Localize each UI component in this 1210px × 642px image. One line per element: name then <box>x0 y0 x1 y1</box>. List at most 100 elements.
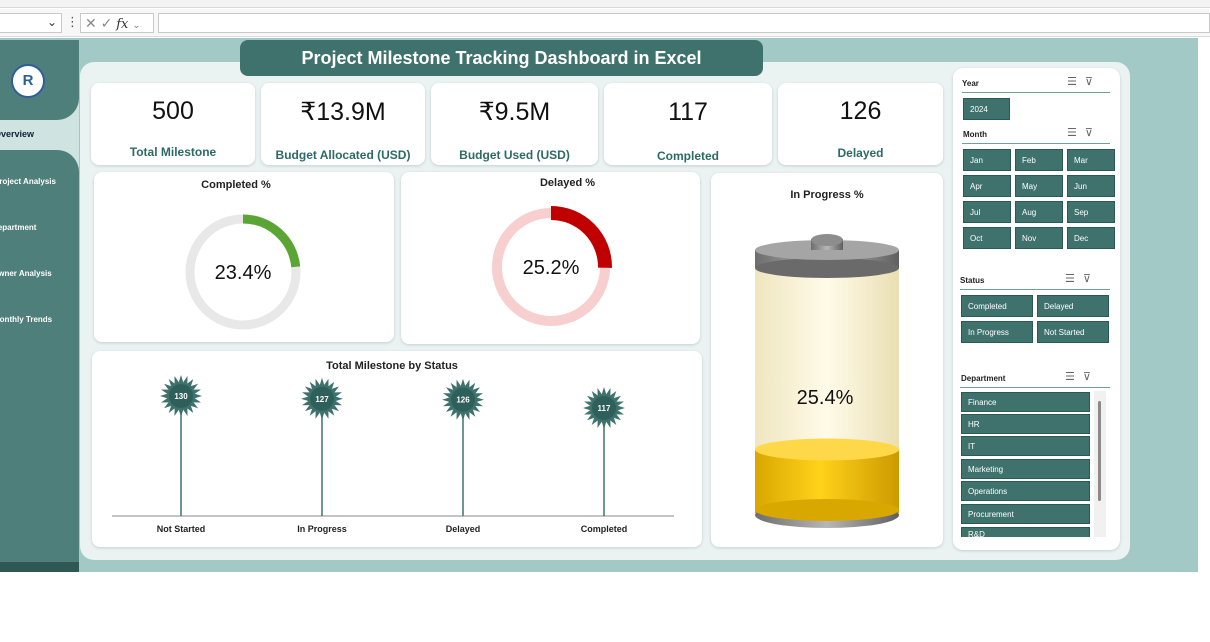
formula-actions: ✕ ✓ fx ⌄ <box>80 13 154 33</box>
clear-filter-icon[interactable]: ⊽ <box>1082 273 1099 285</box>
donut-value-label: 23.4% <box>215 262 272 284</box>
slicer-status-in-progress[interactable]: In Progress <box>961 321 1033 343</box>
slicer-scrollbar[interactable] <box>1094 391 1106 537</box>
slicer-title-department: Department <box>961 374 1006 383</box>
kpi-value: ₹9.5M <box>478 98 551 126</box>
slicer-month-nov[interactable]: Nov <box>1015 227 1063 249</box>
lollipop-marker-core <box>451 387 475 412</box>
formula-bar: ⌄ ⋮ ✕ ✓ fx ⌄ <box>0 9 1210 37</box>
slicer-department-procurement[interactable]: Procurement <box>961 504 1090 524</box>
multi-select-icon[interactable]: ☰ <box>1065 371 1083 383</box>
slicer-department-rd[interactable]: R&D <box>961 527 1090 537</box>
kpi-label: Total Milestone <box>129 145 217 159</box>
completed-percent-card: Completed % 23.4% <box>94 172 394 342</box>
multi-select-icon[interactable]: ☰ <box>1067 127 1085 139</box>
category-label: Not Started <box>157 524 206 534</box>
sidebar-item-label: Overview <box>0 129 35 139</box>
clear-filter-icon[interactable]: ⊽ <box>1084 127 1101 139</box>
kpi-value: ₹13.9M <box>300 98 386 126</box>
chart-title: Delayed % <box>539 177 596 189</box>
dashboard-title: Project Milestone Tracking Dashboard in … <box>240 40 763 76</box>
slicer-department-marketing[interactable]: Marketing <box>961 459 1090 479</box>
battery-value-label: 25.4% <box>797 387 854 409</box>
kpi-value: 500 <box>152 97 194 125</box>
category-label: Delayed <box>446 524 481 534</box>
battery-fill-top <box>755 438 899 461</box>
slicer-month-jan[interactable]: Jan <box>963 149 1011 171</box>
completed-donut: 23.4% <box>185 214 301 330</box>
slicer-department-hr[interactable]: HR <box>961 414 1090 434</box>
chevron-down-icon[interactable]: ⌄ <box>46 15 57 29</box>
lollipop-marker-core <box>592 396 616 420</box>
slicer-month-sep[interactable]: Sep <box>1067 201 1115 223</box>
kpi-label: Delayed <box>837 146 884 160</box>
chevron-down-icon[interactable]: ⌄ <box>132 20 141 31</box>
slicer-title-year: Year <box>962 79 979 88</box>
sidebar-item-owner-analysis[interactable]: Owner Analysis <box>0 269 52 278</box>
data-label: 117 <box>598 404 611 413</box>
kpi-card-budget-used: ₹9.5M Budget Used (USD) <box>431 83 598 165</box>
slicer-title-month: Month <box>963 130 987 139</box>
slicer-department-operations[interactable]: Operations <box>961 481 1090 501</box>
multi-select-icon[interactable]: ☰ <box>1067 76 1085 88</box>
formula-input[interactable] <box>158 13 1210 33</box>
chart-title: Completed % <box>201 179 271 191</box>
donut-arc <box>490 206 612 328</box>
kpi-label: Budget Used (USD) <box>459 148 570 162</box>
slicer-month-may[interactable]: May <box>1015 175 1063 197</box>
kpi-value: 117 <box>668 98 708 126</box>
data-label: 130 <box>174 392 188 401</box>
vertical-dots-icon: ⋮ <box>66 14 79 29</box>
sidebar-item-overview[interactable]: Overview <box>0 120 79 150</box>
kpi-label: Completed <box>656 149 719 163</box>
slicer-department-list: Finance HR IT Marketing Operations Procu… <box>959 391 1109 537</box>
delayed-percent-card: Delayed % 25.2% <box>401 172 700 344</box>
clear-filter-icon[interactable]: ⊽ <box>1082 371 1099 383</box>
kpi-card-budget-allocated: ₹13.9M Budget Allocated (USD) <box>261 83 425 165</box>
confirm-icon[interactable]: ✓ <box>100 15 113 31</box>
lollipop-marker-core <box>169 384 193 408</box>
category-label: Completed <box>581 524 628 534</box>
sidebar-item-project-analysis[interactable]: Project Analysis <box>0 177 56 186</box>
slicer-status-completed[interactable]: Completed <box>961 295 1033 317</box>
excel-top-strip <box>0 0 1210 8</box>
slicer-month-oct[interactable]: Oct <box>963 227 1011 249</box>
kpi-value: 126 <box>839 97 882 125</box>
kpi-card-total-milestone: 500 Total Milestone <box>91 83 255 165</box>
slicer-month-jul[interactable]: Jul <box>963 201 1011 223</box>
kpi-label: Budget Allocated (USD) <box>275 148 411 162</box>
slicer-status-not-started[interactable]: Not Started <box>1037 321 1109 343</box>
cancel-icon[interactable]: ✕ <box>85 15 97 31</box>
scrollbar-thumb[interactable] <box>1098 401 1101 501</box>
kpi-card-delayed: 126 Delayed <box>778 83 943 165</box>
milestone-status-chart: Total Milestone by Status 130 Not Started… <box>112 360 674 534</box>
in-progress-card: In Progress % <box>711 173 943 547</box>
name-box[interactable]: ⌄ <box>0 13 62 33</box>
slicer-month-apr[interactable]: Apr <box>963 175 1011 197</box>
sidebar: R Overview Project Analysis Department O… <box>0 40 79 572</box>
slicer-title-status: Status <box>960 276 985 285</box>
slicer-month-mar[interactable]: Mar <box>1067 149 1115 171</box>
chart-title: In Progress % <box>790 189 864 201</box>
slicer-month-jun[interactable]: Jun <box>1067 175 1115 197</box>
clear-filter-icon[interactable]: ⊽ <box>1084 76 1101 88</box>
slicer-month-feb[interactable]: Feb <box>1015 149 1063 171</box>
data-label: 126 <box>456 396 470 405</box>
multi-select-icon[interactable]: ☰ <box>1065 273 1083 285</box>
sidebar-item-monthly-trends[interactable]: Monthly Trends <box>0 315 53 324</box>
chart-title: Total Milestone by Status <box>326 360 458 372</box>
function-icon[interactable]: fx <box>116 17 129 32</box>
slicer-department-it[interactable]: IT <box>961 436 1090 456</box>
slicer-status-delayed[interactable]: Delayed <box>1037 295 1109 317</box>
data-label: 127 <box>315 395 329 404</box>
sidebar-item-department[interactable]: Department <box>0 223 37 232</box>
slicer-month-dec[interactable]: Dec <box>1067 227 1115 249</box>
slicer-year-2024[interactable]: 2024 <box>963 98 1010 120</box>
slicer-panel: Year ☰⊽ 2024 Month ☰⊽ Status ☰⊽ Complete… <box>953 68 1120 550</box>
kpi-card-completed: 117 Completed <box>604 83 772 165</box>
logo: R <box>11 64 45 98</box>
category-label: In Progress <box>297 524 347 534</box>
slicer-department-finance[interactable]: Finance <box>961 392 1090 412</box>
slicer-month-aug[interactable]: Aug <box>1015 201 1063 223</box>
lollipop-marker-core <box>310 386 334 411</box>
